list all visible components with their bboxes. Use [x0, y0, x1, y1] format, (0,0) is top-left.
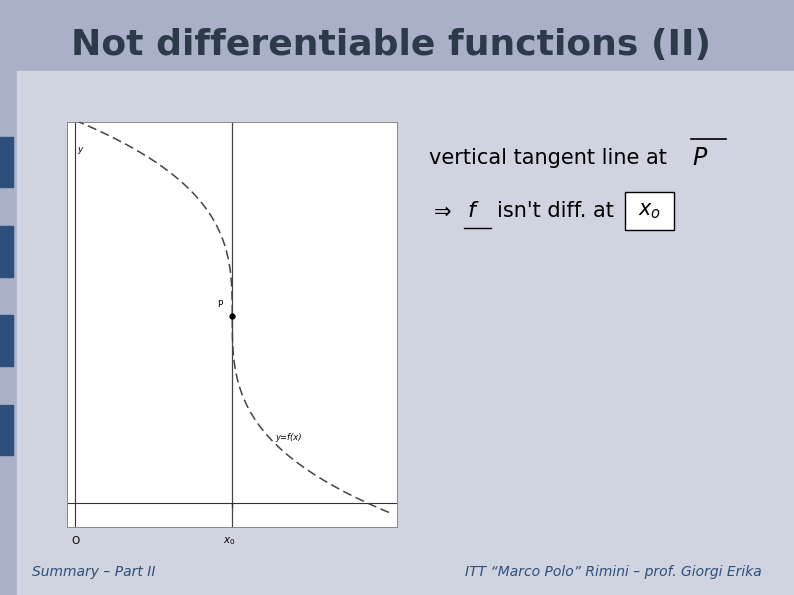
Text: $\Rightarrow$: $\Rightarrow$: [429, 201, 451, 221]
Text: isn't diff. at: isn't diff. at: [497, 201, 614, 221]
Text: Not differentiable functions (II): Not differentiable functions (II): [71, 27, 711, 62]
Text: $\mathit{f}$: $\mathit{f}$: [467, 201, 480, 221]
Point: [460, 224, 469, 231]
FancyBboxPatch shape: [625, 192, 674, 230]
Text: $x_o$: $x_o$: [638, 201, 661, 221]
Text: vertical tangent line at: vertical tangent line at: [429, 148, 667, 168]
Point: [686, 135, 696, 142]
Text: $\mathit{P}$: $\mathit{P}$: [692, 146, 708, 170]
Text: y: y: [77, 145, 83, 154]
Text: O: O: [71, 537, 79, 546]
Text: $x_0$: $x_0$: [222, 536, 235, 547]
Text: P: P: [218, 300, 223, 309]
Text: Summary – Part II: Summary – Part II: [32, 565, 156, 580]
Text: ITT “Marco Polo” Rimini – prof. Giorgi Erika: ITT “Marco Polo” Rimini – prof. Giorgi E…: [465, 565, 762, 580]
Point: [721, 135, 730, 142]
Point: [486, 224, 495, 231]
Text: y=f(x): y=f(x): [276, 433, 302, 442]
